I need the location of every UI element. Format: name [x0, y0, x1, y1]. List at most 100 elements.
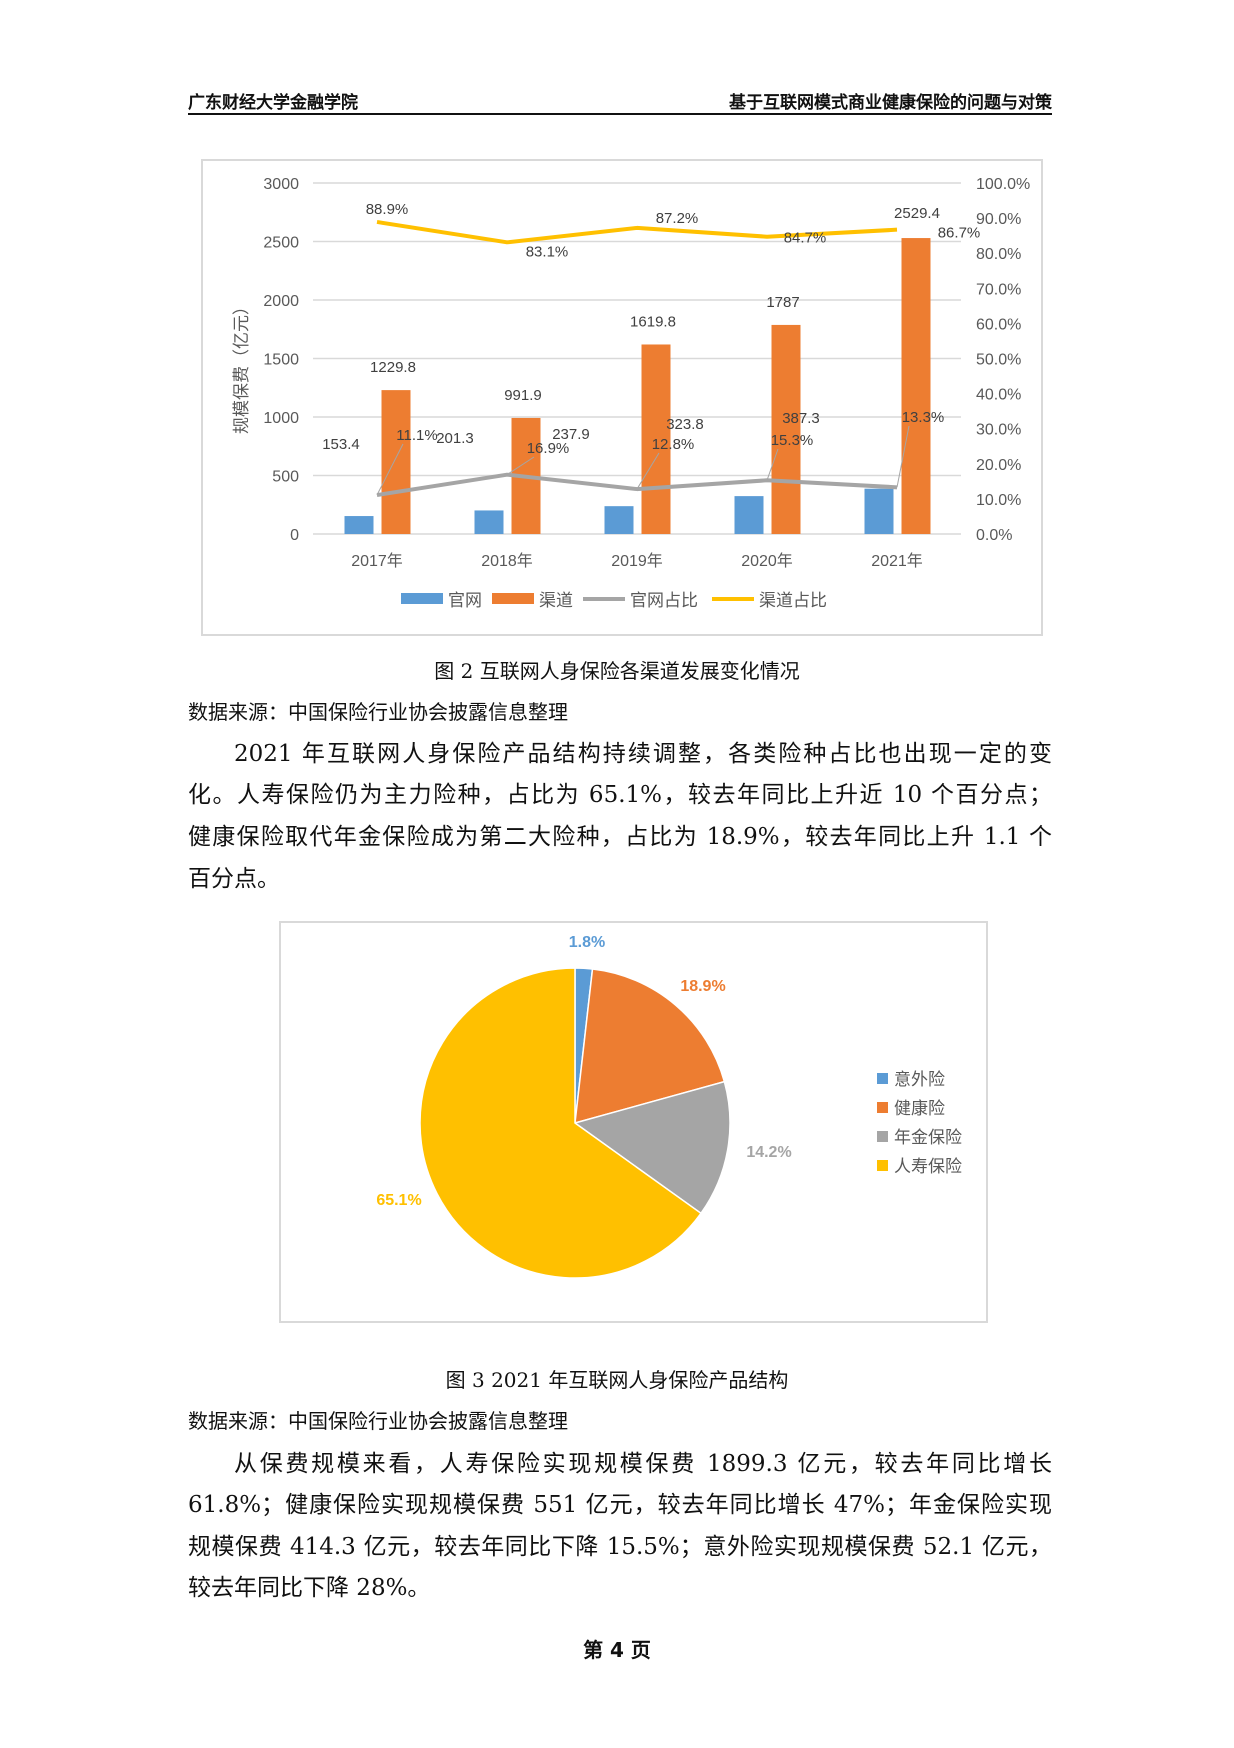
legend-label: 意外险	[894, 1070, 945, 1089]
y2-tick-label: 80.0%	[976, 246, 1021, 263]
line-渠道占比	[376, 219, 898, 245]
bar-line-chart: 0 500 1000 1500 2000 2500 3000 0.0% 10.0% 20.0% 30…	[232, 176, 1030, 610]
y2-tick-label: 50.0%	[976, 352, 1021, 369]
bar-渠道	[901, 238, 931, 534]
data-label: 237.9	[552, 426, 590, 443]
x-tick-label: 2021年	[871, 552, 923, 570]
pie-data-label: 65.1%	[376, 1192, 421, 1209]
data-label: 16.9%	[527, 440, 570, 457]
legend-label: 年金保险	[894, 1128, 962, 1147]
pie-data-label: 18.9%	[680, 978, 725, 995]
x-tick-label: 2018年	[481, 552, 533, 570]
y2-tick-label: 70.0%	[976, 281, 1021, 298]
legend-label: 官网	[448, 591, 482, 610]
legend-swatch	[877, 1073, 888, 1084]
data-label: 11.1%	[396, 427, 437, 444]
leader-line	[376, 443, 404, 496]
leader-line	[766, 448, 779, 481]
paragraph-1-line: 百分点。	[188, 866, 280, 892]
y-tick-label: 500	[272, 469, 299, 486]
data-label: 323.8	[666, 416, 704, 433]
y-tick-label: 0	[290, 527, 299, 544]
data-label: 991.9	[504, 387, 542, 404]
data-label: 387.3	[782, 410, 820, 427]
paragraph-1-line: 2021 年互联网人身保险产品结构持续调整，各类险种占比也出现一定的变	[234, 741, 1052, 767]
figure-3-source: 数据来源：中国保险行业协会披露信息整理	[188, 1409, 568, 1433]
pie-data-label: 1.8%	[569, 934, 605, 951]
x-tick-label: 2019年	[611, 552, 663, 570]
figure-2-source: 数据来源：中国保险行业协会披露信息整理	[188, 700, 568, 724]
legend-swatch	[492, 593, 534, 604]
bar-官网	[734, 496, 764, 534]
y-axis-title: 规模保费（亿元）	[232, 298, 251, 434]
figure-3-chart: 1.8% 18.9% 14.2% 65.1% 意外险健康险年金保险人寿保险	[279, 921, 988, 1323]
legend-swatch	[877, 1102, 888, 1113]
y2-tick-label: 40.0%	[976, 387, 1021, 404]
paragraph-1-line: 健康保险取代年金保险成为第二大险种，占比为 18.9%，较去年同比上升 1.1 …	[188, 824, 1052, 850]
legend-label: 官网占比	[630, 591, 698, 610]
leader-line	[636, 452, 660, 490]
bar-官网	[604, 506, 634, 534]
pie-slice-人寿保险	[419, 967, 703, 1279]
data-label: 1787	[766, 294, 799, 311]
page-number: 第 4 页	[583, 1638, 651, 1662]
data-label: 86.7%	[938, 225, 981, 242]
y-tick-label: 2500	[263, 235, 299, 252]
x-tick-label: 2020年	[741, 552, 793, 570]
paragraph-1-line: 化。人寿保险仍为主力险种，占比为 65.1%，较去年同比上升近 10 个百分点；	[188, 782, 1052, 808]
data-label: 1229.8	[370, 359, 416, 376]
legend-swatch	[877, 1160, 888, 1171]
y2-tick-label: 100.0%	[976, 176, 1030, 193]
x-tick-label: 2017年	[351, 552, 403, 570]
pie-data-label: 14.2%	[746, 1144, 791, 1161]
bar-官网	[344, 516, 374, 534]
y-tick-label: 1000	[263, 410, 299, 427]
leader-line	[896, 425, 910, 488]
paragraph-2-line: 较去年同比下降 28%。	[188, 1575, 431, 1601]
leader-line	[506, 456, 535, 476]
legend-swatch	[401, 593, 443, 604]
bar-官网	[474, 510, 504, 534]
bar-官网	[864, 488, 894, 534]
y2-tick-label: 60.0%	[976, 316, 1021, 333]
y-tick-label: 1500	[263, 352, 299, 369]
data-label: 1619.8	[630, 313, 676, 330]
paragraph-2-line: 61.8%；健康保险实现规模保费 551 亿元，较去年同比增长 47%；年金保险…	[188, 1492, 1052, 1518]
pie-slice-健康险	[574, 968, 726, 1125]
bar-渠道	[771, 324, 801, 534]
data-label: 153.4	[322, 436, 360, 453]
legend-label: 健康险	[894, 1099, 945, 1118]
legend-label: 人寿保险	[894, 1157, 962, 1176]
paragraph-2-line: 从保费规模来看，人寿保险实现规模保费 1899.3 亿元，较去年同比增长	[234, 1451, 1052, 1477]
y2-tick-label: 90.0%	[976, 211, 1021, 228]
figure-2-caption: 图 2 互联网人身保险各渠道发展变化情况	[434, 659, 800, 683]
line-官网占比	[376, 472, 898, 498]
y2-tick-label: 0.0%	[976, 527, 1012, 544]
data-label: 13.3%	[902, 409, 945, 426]
header-left: 广东财经大学金融学院	[188, 93, 358, 113]
bar-渠道	[381, 390, 411, 534]
data-label: 88.9%	[366, 201, 409, 218]
data-label: 84.7%	[784, 230, 827, 247]
pie-slice-年金保险	[573, 1080, 731, 1215]
legend-swatch	[877, 1131, 888, 1142]
data-label: 12.8%	[652, 436, 695, 453]
figure-3-caption: 图 3 2021 年互联网人身保险产品结构	[445, 1368, 789, 1392]
y-tick-label: 2000	[263, 293, 299, 310]
y2-tick-label: 20.0%	[976, 457, 1021, 474]
data-label: 2529.4	[894, 205, 940, 222]
y2-tick-label: 10.0%	[976, 492, 1021, 509]
legend-label: 渠道占比	[759, 591, 827, 610]
y2-tick-label: 30.0%	[976, 422, 1021, 439]
paragraph-2-line: 规模保费 414.3 亿元，较去年同比下降 15.5%；意外险实现规模保费 52…	[188, 1534, 1052, 1560]
data-label: 87.2%	[656, 210, 699, 227]
data-label: 83.1%	[526, 243, 569, 260]
data-label: 201.3	[436, 430, 474, 447]
header-divider	[188, 113, 1052, 115]
figure-2-chart: 0 500 1000 1500 2000 2500 3000 0.0% 10.0% 20.0% 30…	[201, 159, 1043, 636]
header-right: 基于互联网模式商业健康保险的问题与对策	[729, 93, 1052, 113]
data-label: 15.3%	[771, 432, 814, 449]
legend-label: 渠道	[539, 591, 573, 610]
